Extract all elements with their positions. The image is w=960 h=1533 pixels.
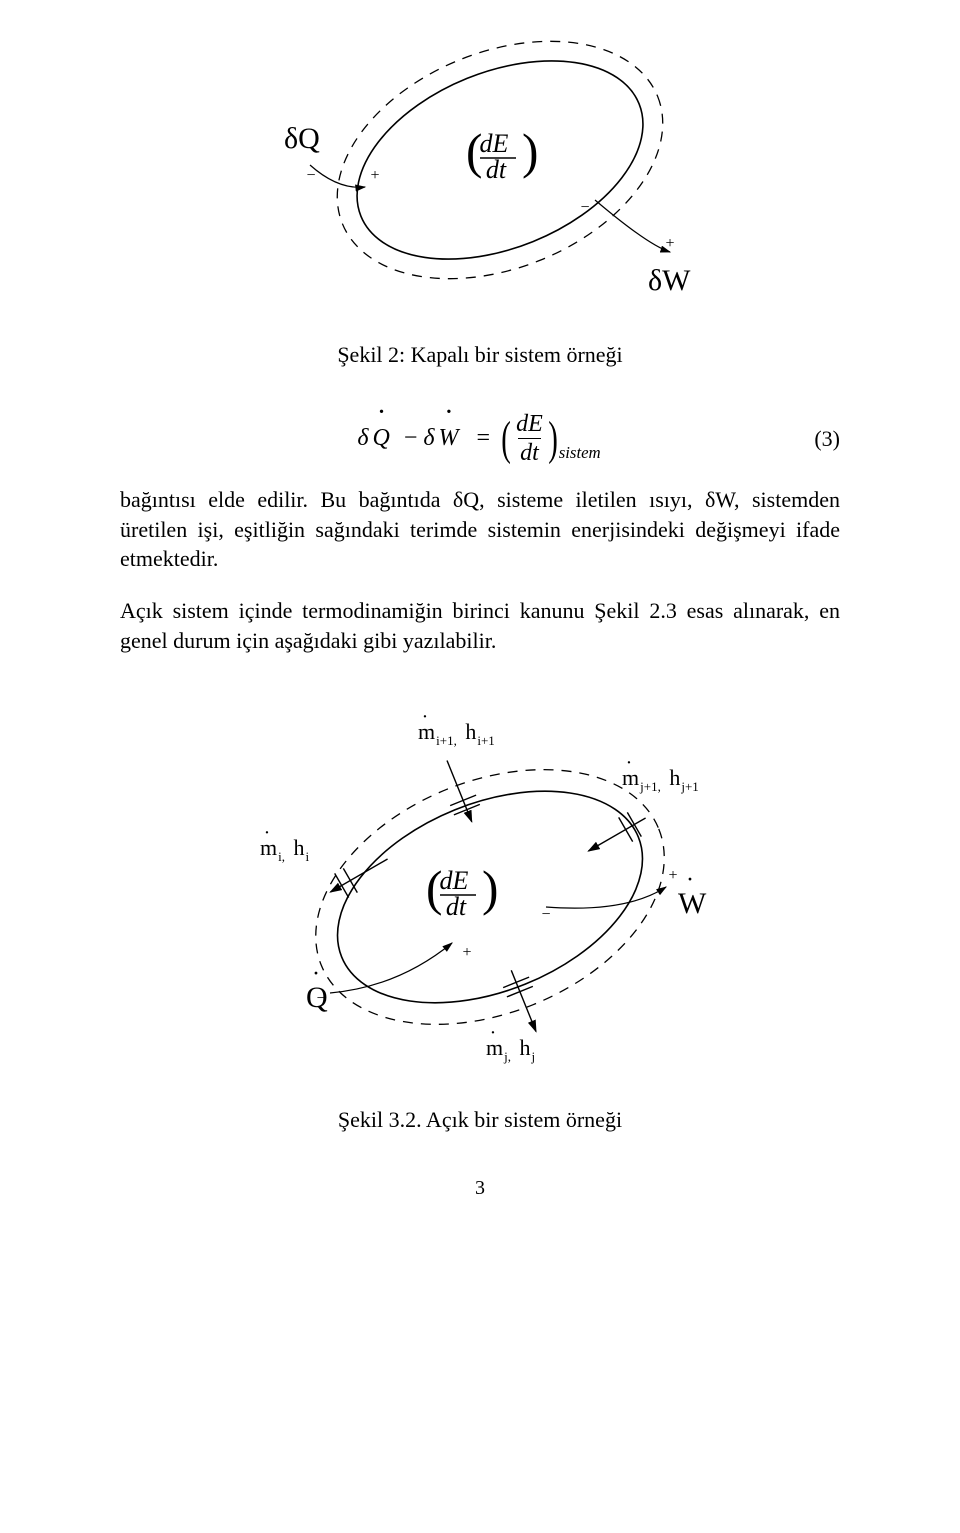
svg-text:·: · — [264, 822, 271, 844]
svg-text:−: − — [306, 167, 315, 184]
svg-text:mj+1, hj+1: mj+1, hj+1 — [622, 765, 699, 794]
svg-text:δQ: δQ — [284, 122, 320, 155]
figure2-svg: ()dEdtW·Q·+−+−mi+1, hi+1·mj+1, hj+1·mi, … — [230, 677, 730, 1077]
figure2-caption: Şekil 3.2. Açık bir sistem örneği — [120, 1107, 840, 1133]
eq3-den: dt — [518, 438, 541, 465]
minus-sign: − — [404, 425, 418, 452]
svg-text:−: − — [316, 990, 325, 1007]
svg-text:dE: dE — [480, 129, 509, 158]
figure1-caption: Şekil 2: Kapalı bir sistem örneği — [120, 342, 840, 368]
paragraph-1: bağıntısı elde edilir. Bu bağıntıda δQ, … — [120, 485, 840, 574]
svg-text:+: + — [668, 867, 677, 884]
svg-text:·: · — [686, 867, 694, 893]
page-number: 3 — [120, 1177, 840, 1200]
svg-text:): ) — [522, 124, 538, 179]
svg-text:+: + — [462, 944, 471, 961]
svg-text:mi+1, hi+1: mi+1, hi+1 — [418, 719, 495, 748]
svg-text:+: + — [370, 167, 379, 184]
svg-text:): ) — [482, 861, 498, 916]
figure-closed-system: ()dEdtδQδW−+−+ — [120, 30, 840, 320]
figure-open-system: ()dEdtW·Q·+−+−mi+1, hi+1·mj+1, hj+1·mi, … — [120, 677, 840, 1077]
svg-text:−: − — [541, 906, 550, 923]
svg-text:·: · — [490, 1022, 497, 1044]
svg-text:δW: δW — [648, 264, 691, 297]
eq3-num: dE — [514, 412, 545, 438]
svg-text:dE: dE — [440, 866, 469, 895]
svg-text:dt: dt — [486, 155, 507, 184]
equation-3: δ Q − δ W = ( dE dt ) sistem (3) — [120, 412, 840, 465]
svg-text:dt: dt — [446, 892, 467, 921]
svg-text:·: · — [312, 961, 320, 987]
svg-text:·: · — [626, 752, 633, 774]
svg-text:+: + — [665, 235, 674, 252]
svg-text:·: · — [422, 706, 429, 728]
svg-text:−: − — [580, 199, 589, 216]
paragraph-2: Açık sistem içinde termodinamiğin birinc… — [120, 596, 840, 655]
eq3-subscript: sistem — [559, 443, 601, 463]
figure1-svg: ()dEdtδQδW−+−+ — [250, 30, 710, 320]
eq3-number: (3) — [814, 426, 840, 452]
